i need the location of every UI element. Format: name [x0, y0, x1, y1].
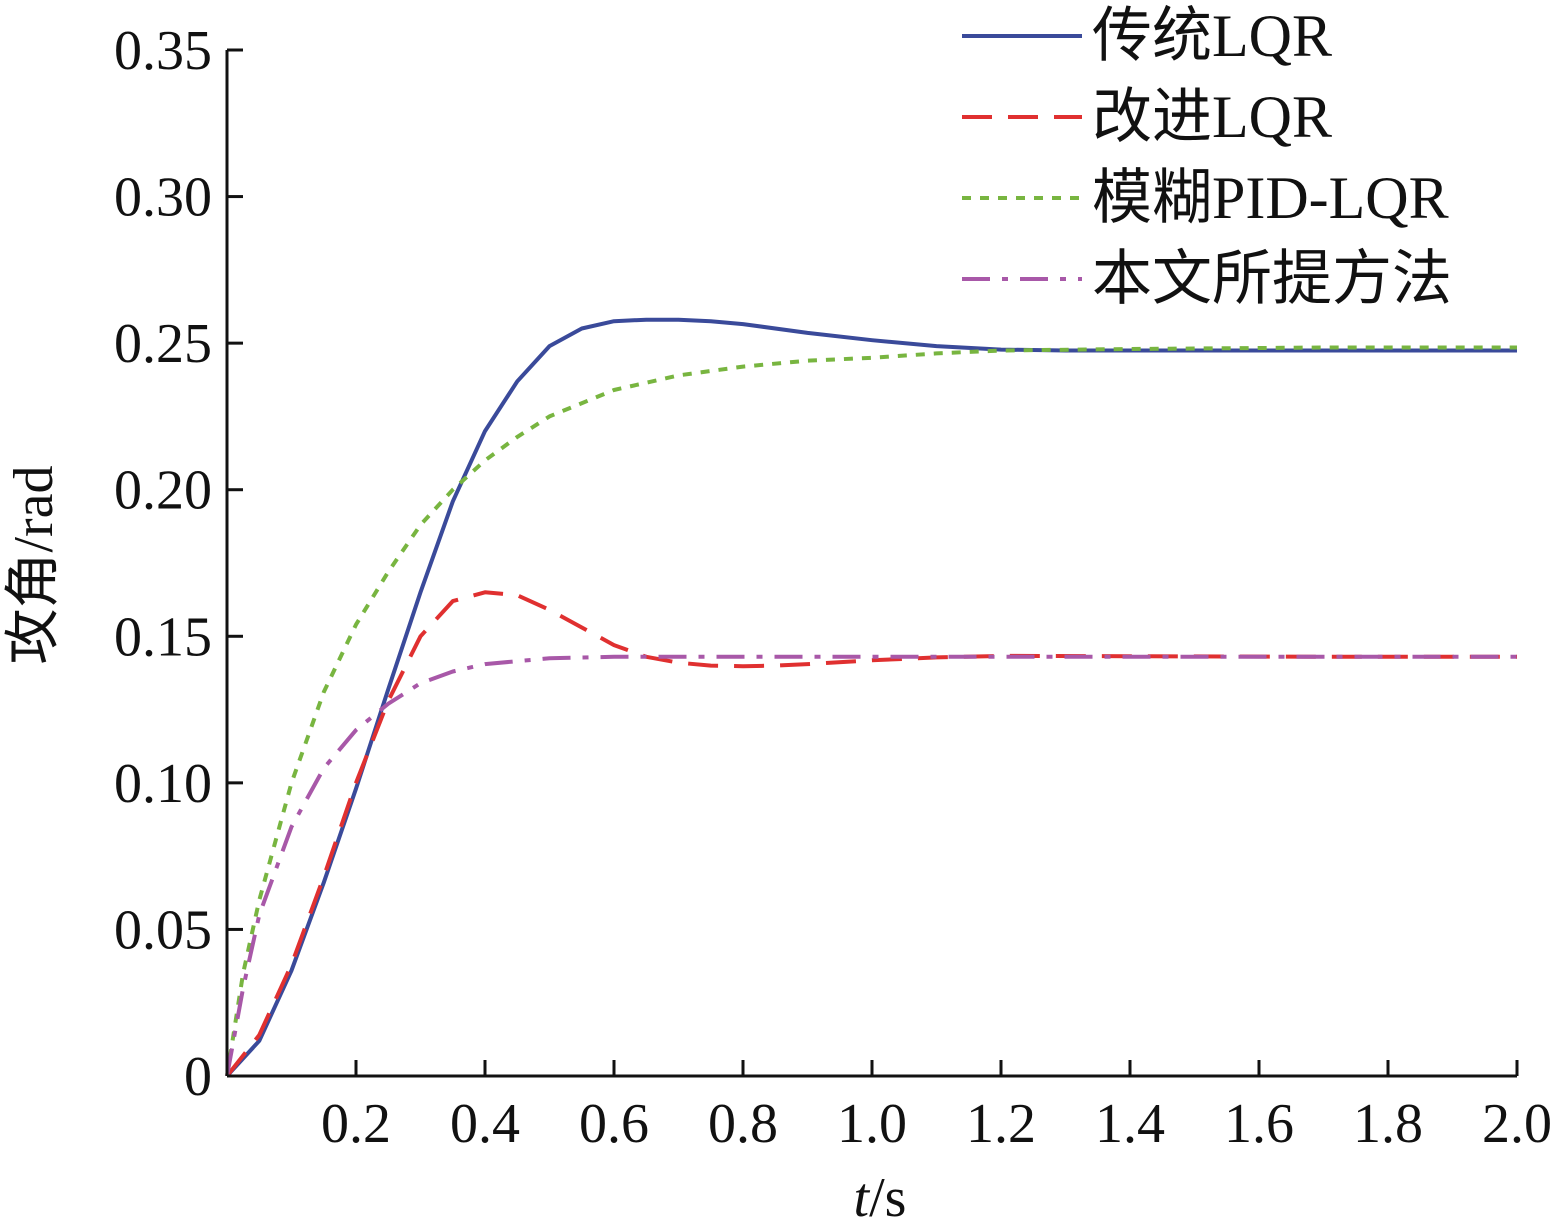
legend: 传统LQR 改进LQR 模糊PID-LQR 本文所提方法	[962, 3, 1452, 312]
y-axis-title: 攻角/rad	[3, 465, 65, 664]
y-tick-label: 0.35	[114, 20, 212, 82]
tick-labels: 0.2 0.4 0.6 0.8 1.0 1.2 1.4 1.6 1.8 2.0 0 0.05 0.10 0…	[114, 20, 1552, 1155]
x-tick-label: 1.2	[966, 1093, 1036, 1155]
y-tick-label: 0.05	[114, 899, 212, 961]
x-axis-variable: t	[854, 1167, 871, 1224]
series-line-1	[225, 317, 1517, 1078]
x-tick-label: 0.6	[579, 1093, 649, 1155]
x-tick-label: 1.8	[1353, 1093, 1423, 1155]
x-axis-unit: /s	[869, 1167, 906, 1224]
x-tick-label: 1.6	[1224, 1093, 1294, 1155]
y-tick-label: 0.10	[114, 753, 212, 815]
x-tick-label: 1.0	[837, 1093, 907, 1155]
axis-ticks	[227, 48, 1519, 1078]
series-line-2	[225, 590, 1517, 1078]
legend-label-1: 传统LQR	[1092, 3, 1332, 69]
y-tick-label: 0.25	[114, 313, 212, 375]
x-tick-label: 0.4	[450, 1093, 520, 1155]
series-line-4	[225, 654, 1517, 1077]
plot-lines	[225, 317, 1517, 1078]
x-tick-label: 0.2	[321, 1093, 391, 1155]
series-line-3	[225, 345, 1517, 1077]
y-tick-label: 0.15	[114, 606, 212, 668]
x-tick-label: 2.0	[1482, 1093, 1552, 1155]
x-tick-label: 1.4	[1095, 1093, 1165, 1155]
y-tick-label: 0.30	[114, 167, 212, 229]
y-tick-label: 0	[184, 1046, 212, 1108]
x-axis-title: t/s	[854, 1167, 907, 1224]
y-tick-label: 0.20	[114, 460, 212, 522]
legend-label-4: 本文所提方法	[1092, 246, 1452, 312]
legend-label-2: 改进LQR	[1092, 84, 1332, 150]
x-tick-label: 0.8	[708, 1093, 778, 1155]
legend-label-3: 模糊PID-LQR	[1092, 165, 1449, 231]
